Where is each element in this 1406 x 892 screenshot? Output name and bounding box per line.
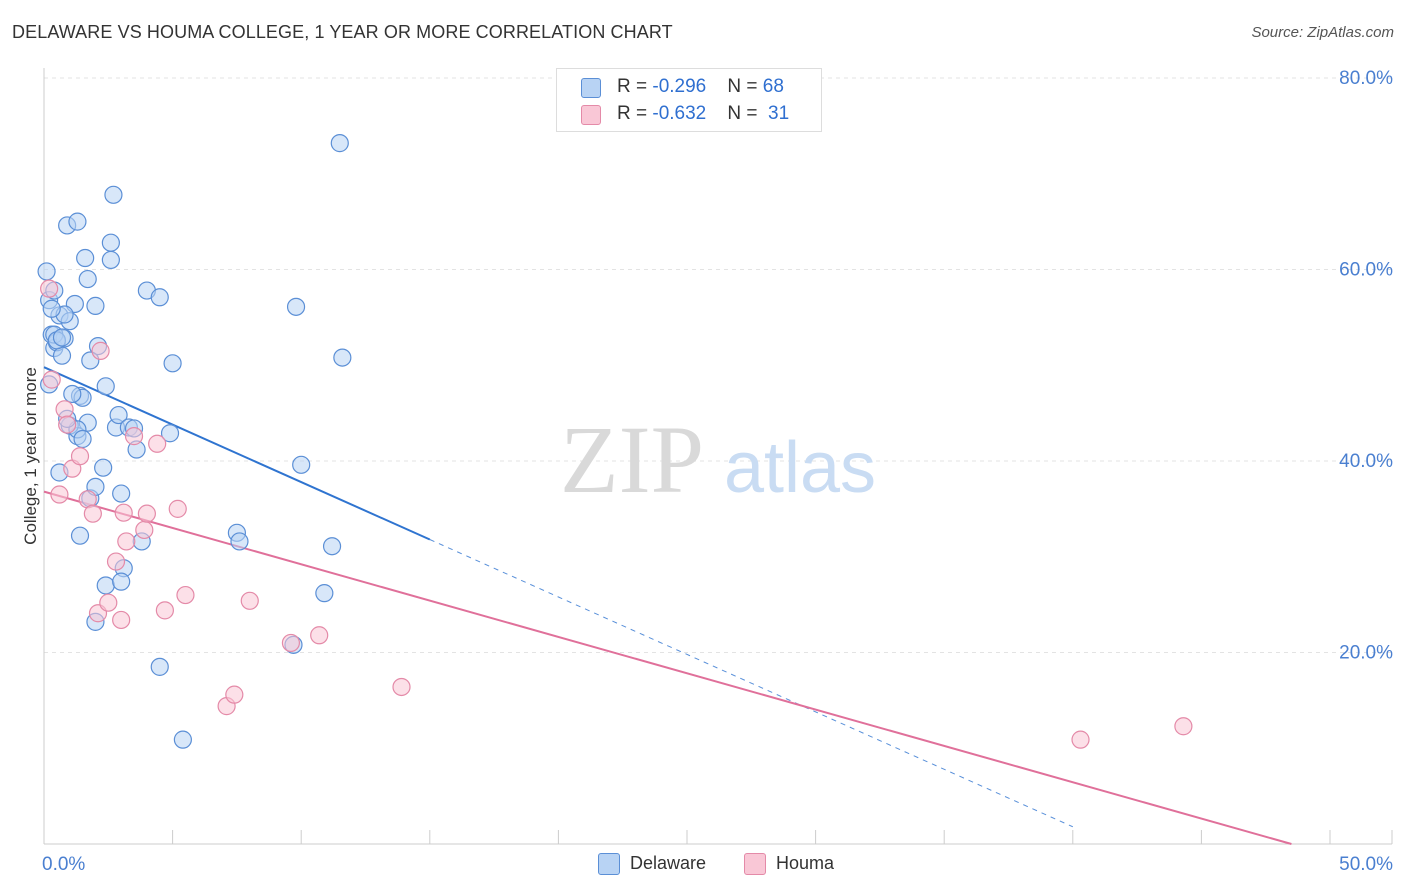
x-tick-labels: 0.0% 50.0% (42, 854, 1393, 875)
houma-point (42, 370, 61, 389)
delaware-trend-extension (429, 539, 1074, 828)
delaware-point (70, 526, 90, 545)
y-tick-label: 80.0% (1339, 68, 1393, 89)
source-label: Source: ZipAtlas.com (1251, 24, 1394, 41)
houma-point (176, 585, 195, 605)
houma-point (114, 503, 133, 522)
delaware-point (112, 484, 131, 503)
houma-point (83, 504, 102, 523)
delaware-point (173, 730, 192, 749)
n-value: 31 (762, 103, 790, 124)
houma-point (148, 434, 167, 453)
delaware-point (42, 299, 61, 318)
houma-point (70, 447, 90, 466)
houma-trend-line (43, 490, 1292, 845)
delaware-point (322, 537, 342, 556)
houma-point (50, 485, 69, 504)
houma-swatch (581, 105, 601, 125)
r-value: -0.632 (652, 103, 707, 124)
delaware-trend-line (43, 366, 431, 541)
houma-point (240, 591, 259, 610)
houma-legend-swatch (744, 853, 766, 875)
delaware-legend-swatch (598, 853, 620, 875)
data-points (37, 134, 1193, 749)
houma-point (55, 400, 74, 419)
delaware-legend-label: Delaware (630, 853, 707, 873)
houma-point (137, 504, 156, 523)
watermark-atlas: atlas (724, 428, 876, 508)
delaware-point (150, 657, 169, 676)
houma-point (40, 279, 59, 298)
houma-point (310, 626, 329, 645)
y-tick-label: 60.0% (1339, 260, 1393, 281)
houma-point (99, 593, 118, 612)
delaware-point (86, 296, 105, 315)
delaware-point (150, 288, 169, 307)
n-label: N = (727, 103, 763, 124)
watermark: ZIP atlas (560, 406, 876, 513)
delaware-point (160, 424, 180, 443)
delaware-point (109, 405, 128, 425)
delaware-swatch (581, 78, 601, 98)
houma-point (225, 685, 244, 704)
houma-point (1071, 730, 1090, 749)
n-value: 68 (762, 76, 784, 97)
r-value: -0.296 (652, 76, 707, 97)
delaware-point (112, 572, 131, 591)
houma-legend-label: Houma (776, 853, 835, 873)
houma-point (106, 552, 126, 571)
grid-lines (44, 77, 1392, 653)
delaware-point (52, 346, 72, 365)
delaware-point (315, 584, 334, 603)
n-label: N = (727, 76, 763, 97)
watermark-zip: ZIP (560, 406, 704, 513)
delaware-point (286, 297, 306, 316)
houma-point (91, 341, 110, 360)
r-label: R = (617, 103, 653, 124)
delaware-point (68, 212, 87, 231)
r-label: R = (617, 76, 653, 97)
houma-point (155, 601, 174, 620)
y-axis-label: College, 1 year or more (21, 367, 40, 545)
delaware-point (96, 377, 115, 396)
trend-lines (43, 366, 1292, 845)
houma-point (112, 610, 131, 630)
y-tick-label: 40.0% (1339, 451, 1393, 472)
houma-point (168, 499, 187, 518)
delaware-point (163, 354, 182, 373)
y-tick-labels: 20.0% 40.0% 60.0% 80.0% (1339, 68, 1393, 664)
delaware-point (52, 328, 72, 347)
delaware-point (76, 248, 95, 268)
houma-point (392, 677, 411, 697)
houma-point (135, 520, 154, 540)
x-tick-label: 50.0% (1339, 854, 1393, 875)
delaware-point (37, 262, 56, 281)
delaware-point (63, 384, 82, 404)
legend-text-houma: R = -0.632 N = 31 (617, 103, 789, 125)
delaware-point (94, 458, 113, 477)
delaware-point (78, 269, 97, 289)
houma-point (281, 633, 301, 653)
houma-point (124, 427, 144, 446)
chart-title: DELAWARE VS HOUMA COLLEGE, 1 YEAR OR MOR… (12, 22, 673, 42)
y-tick-label: 20.0% (1339, 643, 1393, 664)
delaware-point (73, 429, 92, 449)
houma-point (58, 415, 77, 434)
stats-legend: R = -0.296 N = 68 R = -0.632 N = 31 (556, 68, 822, 132)
houma-point (117, 532, 136, 551)
legend-text-delaware: R = -0.296 N = 68 (617, 76, 784, 98)
delaware-point (96, 576, 115, 595)
delaware-point (333, 348, 352, 367)
delaware-point (230, 532, 249, 551)
delaware-point (330, 134, 349, 153)
houma-point (1174, 717, 1193, 736)
x-tick-label: 0.0% (42, 854, 85, 875)
axes (43, 68, 1393, 845)
delaware-point (101, 250, 120, 270)
delaware-point (101, 233, 120, 252)
delaware-point (292, 455, 311, 474)
delaware-point (104, 185, 123, 204)
